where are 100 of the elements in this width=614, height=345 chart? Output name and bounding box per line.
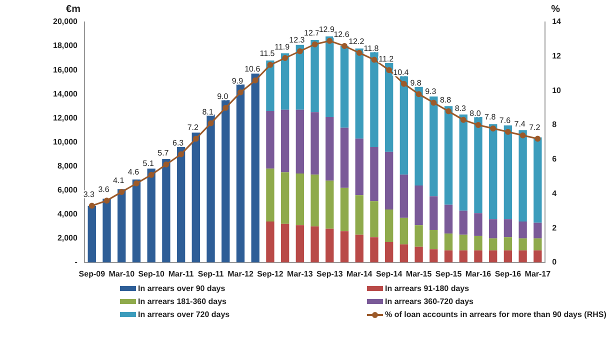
bar [489, 238, 498, 250]
y-tick-label: - [74, 258, 78, 267]
bar [400, 218, 408, 244]
bar [400, 76, 408, 175]
point [386, 67, 392, 74]
x-tick-label: Sep-15 [435, 269, 462, 278]
data-label: 6.3 [172, 138, 184, 148]
x-tick-label: Mar-10 [108, 269, 136, 278]
point [504, 128, 511, 135]
point [371, 56, 378, 63]
x-tick-label: Sep-11 [198, 269, 224, 278]
y2-axis-title: % [551, 4, 560, 15]
bar [280, 172, 290, 224]
bar [504, 125, 512, 220]
data-label: 4.6 [128, 168, 140, 177]
y2-tick-label: 4 [552, 188, 558, 198]
point [460, 116, 466, 123]
y2-tick-label: 2 [552, 223, 558, 232]
x-tick-label: Sep-09 [78, 269, 106, 278]
bar [459, 234, 468, 250]
data-label: 4.1 [113, 176, 125, 186]
point [475, 122, 482, 128]
data-label: 9.3 [425, 86, 437, 96]
point [178, 151, 184, 158]
bar [296, 225, 304, 262]
point [104, 198, 110, 204]
point [252, 77, 258, 84]
point [342, 43, 348, 50]
point [356, 50, 362, 56]
bar [444, 106, 453, 205]
bar [504, 250, 512, 262]
point [267, 62, 274, 68]
point [416, 91, 422, 98]
bar [280, 110, 290, 172]
point [446, 108, 452, 114]
bar [518, 222, 527, 238]
bar [340, 231, 349, 262]
y2-tick-label: 10 [552, 86, 562, 95]
x-tick-label: Sep-10 [138, 269, 166, 278]
bar [400, 244, 408, 262]
bar [280, 224, 290, 262]
bar [340, 128, 349, 188]
bar [326, 228, 334, 262]
data-label: 7.2 [529, 122, 541, 132]
bar [310, 174, 319, 226]
point [148, 172, 154, 178]
bar [296, 110, 304, 174]
data-label: 7.6 [499, 116, 512, 126]
bar [474, 236, 482, 250]
bar [444, 250, 453, 262]
y-tick-label: 18,000 [53, 41, 78, 50]
legend-label: In arrears over 90 days [138, 284, 226, 293]
bar [147, 168, 156, 262]
y2-tick-label: 0 [552, 258, 558, 267]
data-label: 11.5 [260, 49, 276, 58]
bar [384, 242, 394, 262]
bar [370, 52, 378, 148]
x-tick-label: Mar-17 [524, 269, 552, 278]
bar [355, 234, 364, 262]
legend-label: In arrears over 720 days [138, 310, 230, 319]
x-tick-label: Sep-13 [316, 269, 344, 278]
bar [296, 173, 304, 226]
bar [132, 179, 141, 262]
point [222, 104, 229, 111]
data-label: 3.3 [83, 190, 96, 199]
point [430, 100, 437, 106]
y-tick-label: 2,000 [57, 234, 78, 243]
point [282, 55, 288, 62]
x-tick-label: Mar-13 [287, 269, 314, 278]
x-tick-label: Sep-14 [376, 269, 403, 278]
bar [459, 250, 468, 262]
point [208, 120, 214, 126]
bar [370, 201, 378, 238]
bar [474, 250, 482, 262]
data-label: 5.1 [142, 159, 154, 168]
bar [355, 138, 364, 196]
bar [384, 210, 394, 242]
bar [340, 46, 349, 128]
data-label: 3.6 [98, 184, 110, 194]
bar [266, 222, 274, 262]
bar [355, 195, 364, 235]
legend-label: % of loan accounts in arrears for more than 90 days (RHS) [385, 310, 606, 319]
bar [474, 116, 482, 214]
point [192, 136, 199, 142]
bar [518, 130, 527, 222]
y-tick-label: 4,000 [57, 210, 78, 219]
y-tick-label: 16,000 [53, 65, 78, 74]
bar [266, 110, 274, 169]
y-axis-title: €m [66, 4, 81, 15]
y2-tick-label: 6 [552, 154, 558, 164]
bar [222, 100, 230, 262]
point [312, 41, 318, 48]
point [133, 180, 140, 186]
bar [430, 249, 438, 262]
bar [266, 168, 274, 222]
x-tick-label: Sep-12 [257, 269, 284, 278]
legend-label: In arrears 181-360 days [138, 297, 227, 306]
x-tick-label: Mar-14 [346, 269, 373, 278]
point [237, 89, 244, 96]
data-label: 10.4 [393, 68, 410, 78]
